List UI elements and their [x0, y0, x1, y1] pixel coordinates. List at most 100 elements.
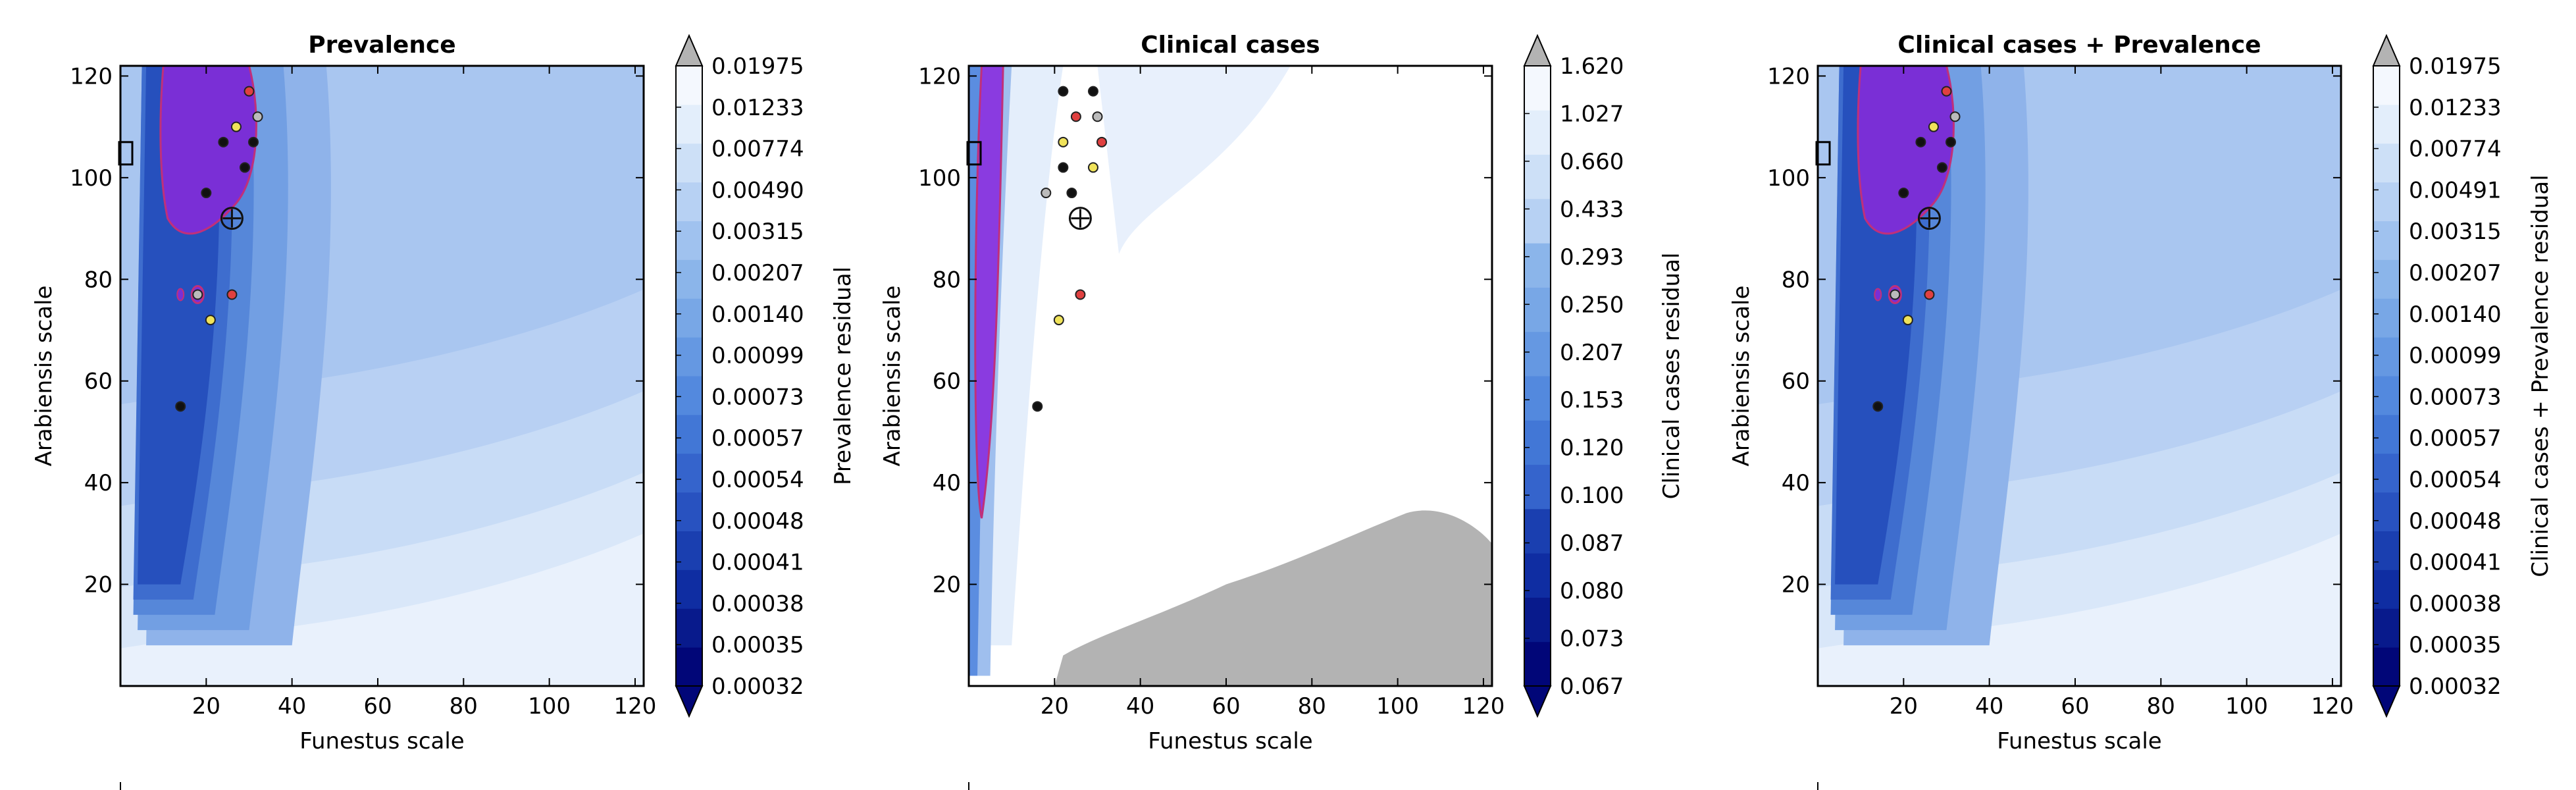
colorbar-extend-min — [1523, 685, 1552, 718]
inset-marker — [1815, 141, 1831, 166]
colorbar-tick-label: 0.120 — [1560, 435, 1624, 461]
x-tick-label: 100 — [528, 693, 571, 720]
colorbar-segment — [1524, 243, 1551, 288]
colorbar-tick-label: 0.00032 — [2409, 673, 2502, 700]
sample-point — [1936, 162, 1947, 173]
x-tick-label: 120 — [614, 693, 657, 720]
colorbar: 0.00032 0.00035 0.00038 0.00041 0.00048 0.000… — [2372, 34, 2502, 718]
colorbar-segment — [2373, 298, 2400, 338]
colorbar-tick-label: 0.00140 — [2409, 302, 2502, 328]
colorbar-tick-label: 0.01233 — [2409, 95, 2502, 121]
plot-frame — [119, 65, 645, 687]
colorbar-segment — [2373, 492, 2400, 531]
colorbar-extend-max — [675, 34, 704, 66]
y-tick-label: 100 — [918, 165, 961, 192]
sample-point — [1915, 136, 1926, 147]
heatmap-field — [969, 66, 1492, 686]
heatmap-band — [120, 533, 644, 686]
y-tick-label: 60 — [84, 369, 113, 395]
sample-point — [1075, 289, 1086, 300]
colorbar-tick-label: 0.00035 — [2409, 632, 2502, 658]
x-tick-label: 20 — [192, 693, 220, 720]
colorbar-tick-label: 0.00054 — [711, 467, 804, 493]
colorbar-segment — [1524, 464, 1551, 510]
colorbar-tick-label: 0.01233 — [711, 95, 804, 121]
colorbar-segment — [1524, 420, 1551, 465]
y-tick-label: 100 — [1767, 165, 1810, 192]
colorbar-segment — [2373, 337, 2400, 377]
x-axis-label: Funestus scale — [1997, 728, 2161, 754]
colorbar-tick-label: 0.073 — [1560, 626, 1624, 652]
colorbar-segment — [2373, 569, 2400, 609]
sample-point — [1949, 111, 1961, 122]
colorbar-tick-label: 0.00207 — [2409, 260, 2502, 286]
colorbar-segment — [676, 453, 702, 493]
sample-point — [1058, 86, 1069, 97]
chart-title: Clinical cases — [1141, 32, 1320, 59]
x-tick-label: 120 — [2311, 693, 2354, 720]
best-fit-marker — [222, 209, 242, 228]
colorbar-tick-label: 0.00099 — [2409, 343, 2502, 369]
colorbar-tick-label: 0.00073 — [2409, 384, 2502, 410]
colorbar-label: Prevalence residual — [830, 267, 856, 485]
colorbar-segment — [1524, 110, 1551, 155]
colorbar-tick-label: 0.293 — [1560, 244, 1624, 271]
x-tick-label: 60 — [1212, 693, 1240, 720]
colorbar-segment — [2373, 414, 2400, 454]
sample-point — [1898, 188, 1909, 199]
heatmap-band — [1097, 66, 1291, 254]
highlight-region — [974, 66, 1004, 519]
colorbar-tick-label: 0.01975 — [2409, 53, 2502, 80]
colorbar-tick-label: 1.620 — [1560, 53, 1624, 80]
colorbar-segment — [676, 414, 702, 454]
best-fit-marker — [1920, 209, 1939, 228]
x-tick-label: 60 — [363, 693, 392, 720]
y-axis-label: Arabiensis scale — [1728, 286, 1755, 467]
x-tick-label: 80 — [1298, 693, 1326, 720]
colorbar-tick-label: 0.207 — [1560, 340, 1624, 366]
sample-point — [244, 86, 255, 97]
colorbar-segment — [676, 143, 702, 183]
y-tick-label: 80 — [1782, 267, 1810, 293]
colorbar-segment — [2373, 259, 2400, 299]
colorbar-segment — [676, 647, 702, 687]
sample-point — [1924, 289, 1935, 300]
colorbar-tick-label: 0.250 — [1560, 292, 1624, 318]
colorbar-tick-label: 0.00038 — [2409, 591, 2502, 617]
colorbar-tick-label: 0.00048 — [2409, 508, 2502, 535]
colorbar-tick-label: 0.00041 — [2409, 550, 2502, 576]
heatmap-band — [1818, 533, 2341, 686]
colorbar-segment — [1524, 66, 1551, 111]
colorbar-segment — [1524, 376, 1551, 421]
chart-panel-1: 20 40 60 80 100 120 20 40 60 80 100 120 Prevalence Fu… — [31, 32, 856, 790]
sample-point — [1928, 121, 1939, 132]
sample-point — [205, 315, 216, 326]
colorbar-tick-label: 0.00774 — [2409, 136, 2502, 163]
colorbar-tick-label: 0.00057 — [711, 425, 804, 452]
colorbar-tick-label: 0.01975 — [711, 53, 804, 80]
colorbar-tick-label: 0.00491 — [2409, 177, 2502, 203]
colorbar-tick-label: 0.067 — [1560, 673, 1624, 700]
chart-title: Clinical cases + Prevalence — [1897, 32, 2261, 59]
chart-panel-3: 20 40 60 80 100 120 20 40 60 80 100 120 Clinical cas… — [1728, 32, 2554, 790]
sample-point — [1087, 162, 1098, 173]
colorbar-tick-label: 0.00207 — [711, 260, 804, 286]
heatmap-field — [1818, 66, 2341, 686]
colorbar-segment — [2373, 453, 2400, 493]
colorbar-tick-label: 0.153 — [1560, 387, 1624, 413]
y-axis-label: Arabiensis scale — [31, 286, 57, 467]
colorbar-tick-label: 0.00490 — [711, 177, 804, 203]
sample-point — [1096, 136, 1108, 147]
sample-point — [252, 111, 263, 122]
sample-point — [1032, 401, 1043, 412]
colorbar-segment — [676, 259, 702, 299]
sample-point — [1058, 136, 1069, 147]
colorbar-extend-max — [2372, 34, 2401, 66]
y-tick-label: 40 — [933, 470, 961, 496]
y-tick-label: 40 — [84, 470, 113, 496]
y-tick-label: 80 — [84, 267, 113, 293]
colorbar-segment — [676, 298, 702, 338]
y-tick-label: 80 — [933, 267, 961, 293]
x-tick-label: 100 — [1376, 693, 1419, 720]
colorbar: 0.00032 0.00035 0.00038 0.00041 0.00048 0.000… — [675, 34, 804, 718]
